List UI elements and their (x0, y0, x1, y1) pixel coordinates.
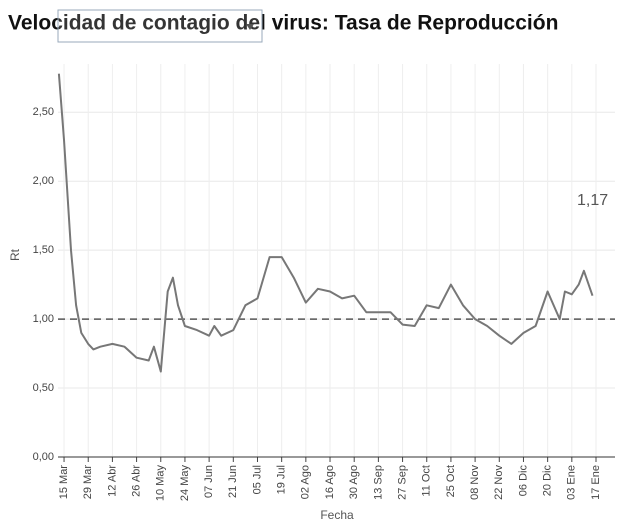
x-tick-label: 29 Mar (82, 465, 94, 500)
x-tick-label: 27 Sep (396, 465, 408, 500)
x-tick-label: 15 Mar (58, 465, 70, 500)
y-tick-label: 1,50 (33, 244, 54, 256)
x-tick-label: 10 May (155, 465, 167, 502)
dropdown-box[interactable] (57, 9, 263, 43)
y-tick-label: 0,00 (33, 451, 54, 463)
x-axis-title: Fecha (320, 508, 354, 522)
x-tick-label: 30 Ago (348, 465, 360, 499)
region-dropdown[interactable] (57, 9, 263, 43)
x-tick-label: 02 Ago (300, 465, 312, 499)
value-label: 1,17 (577, 192, 608, 209)
x-tick-label: 07 Jun (203, 465, 215, 498)
x-tick-label: 08 Nov (469, 465, 481, 500)
x-tick-label: 05 Jul (251, 465, 263, 494)
y-tick-label: 2,00 (33, 175, 54, 187)
x-tick-label: 11 Oct (421, 465, 433, 497)
x-tick-label: 03 Ene (566, 465, 578, 500)
y-tick-label: 1,00 (33, 313, 54, 325)
y-axis-title: Rt (8, 248, 22, 261)
x-tick-label: 24 May (179, 465, 191, 502)
x-tick-label: 22 Nov (493, 465, 505, 500)
chart-title: Velocidad de contagio del virus: Tasa de… (8, 12, 558, 35)
y-tick-label: 2,50 (33, 106, 54, 118)
x-tick-label: 21 Jun (227, 465, 239, 498)
x-tick-label: 12 Abr (106, 465, 118, 497)
y-tick-label: 0,50 (33, 382, 54, 394)
x-tick-label: 06 Dic (517, 465, 529, 497)
x-tick-label: 25 Oct (445, 465, 457, 497)
x-tick-label: 26 Abr (130, 465, 142, 497)
x-tick-label: 17 Ene (590, 465, 602, 500)
x-tick-label: 13 Sep (372, 465, 384, 500)
x-tick-label: 16 Ago (324, 465, 336, 499)
rt-line (57, 73, 594, 373)
dropdown-caret (246, 24, 254, 30)
x-tick-label: 20 Dic (542, 465, 554, 497)
x-tick-label: 19 Jul (276, 465, 288, 494)
